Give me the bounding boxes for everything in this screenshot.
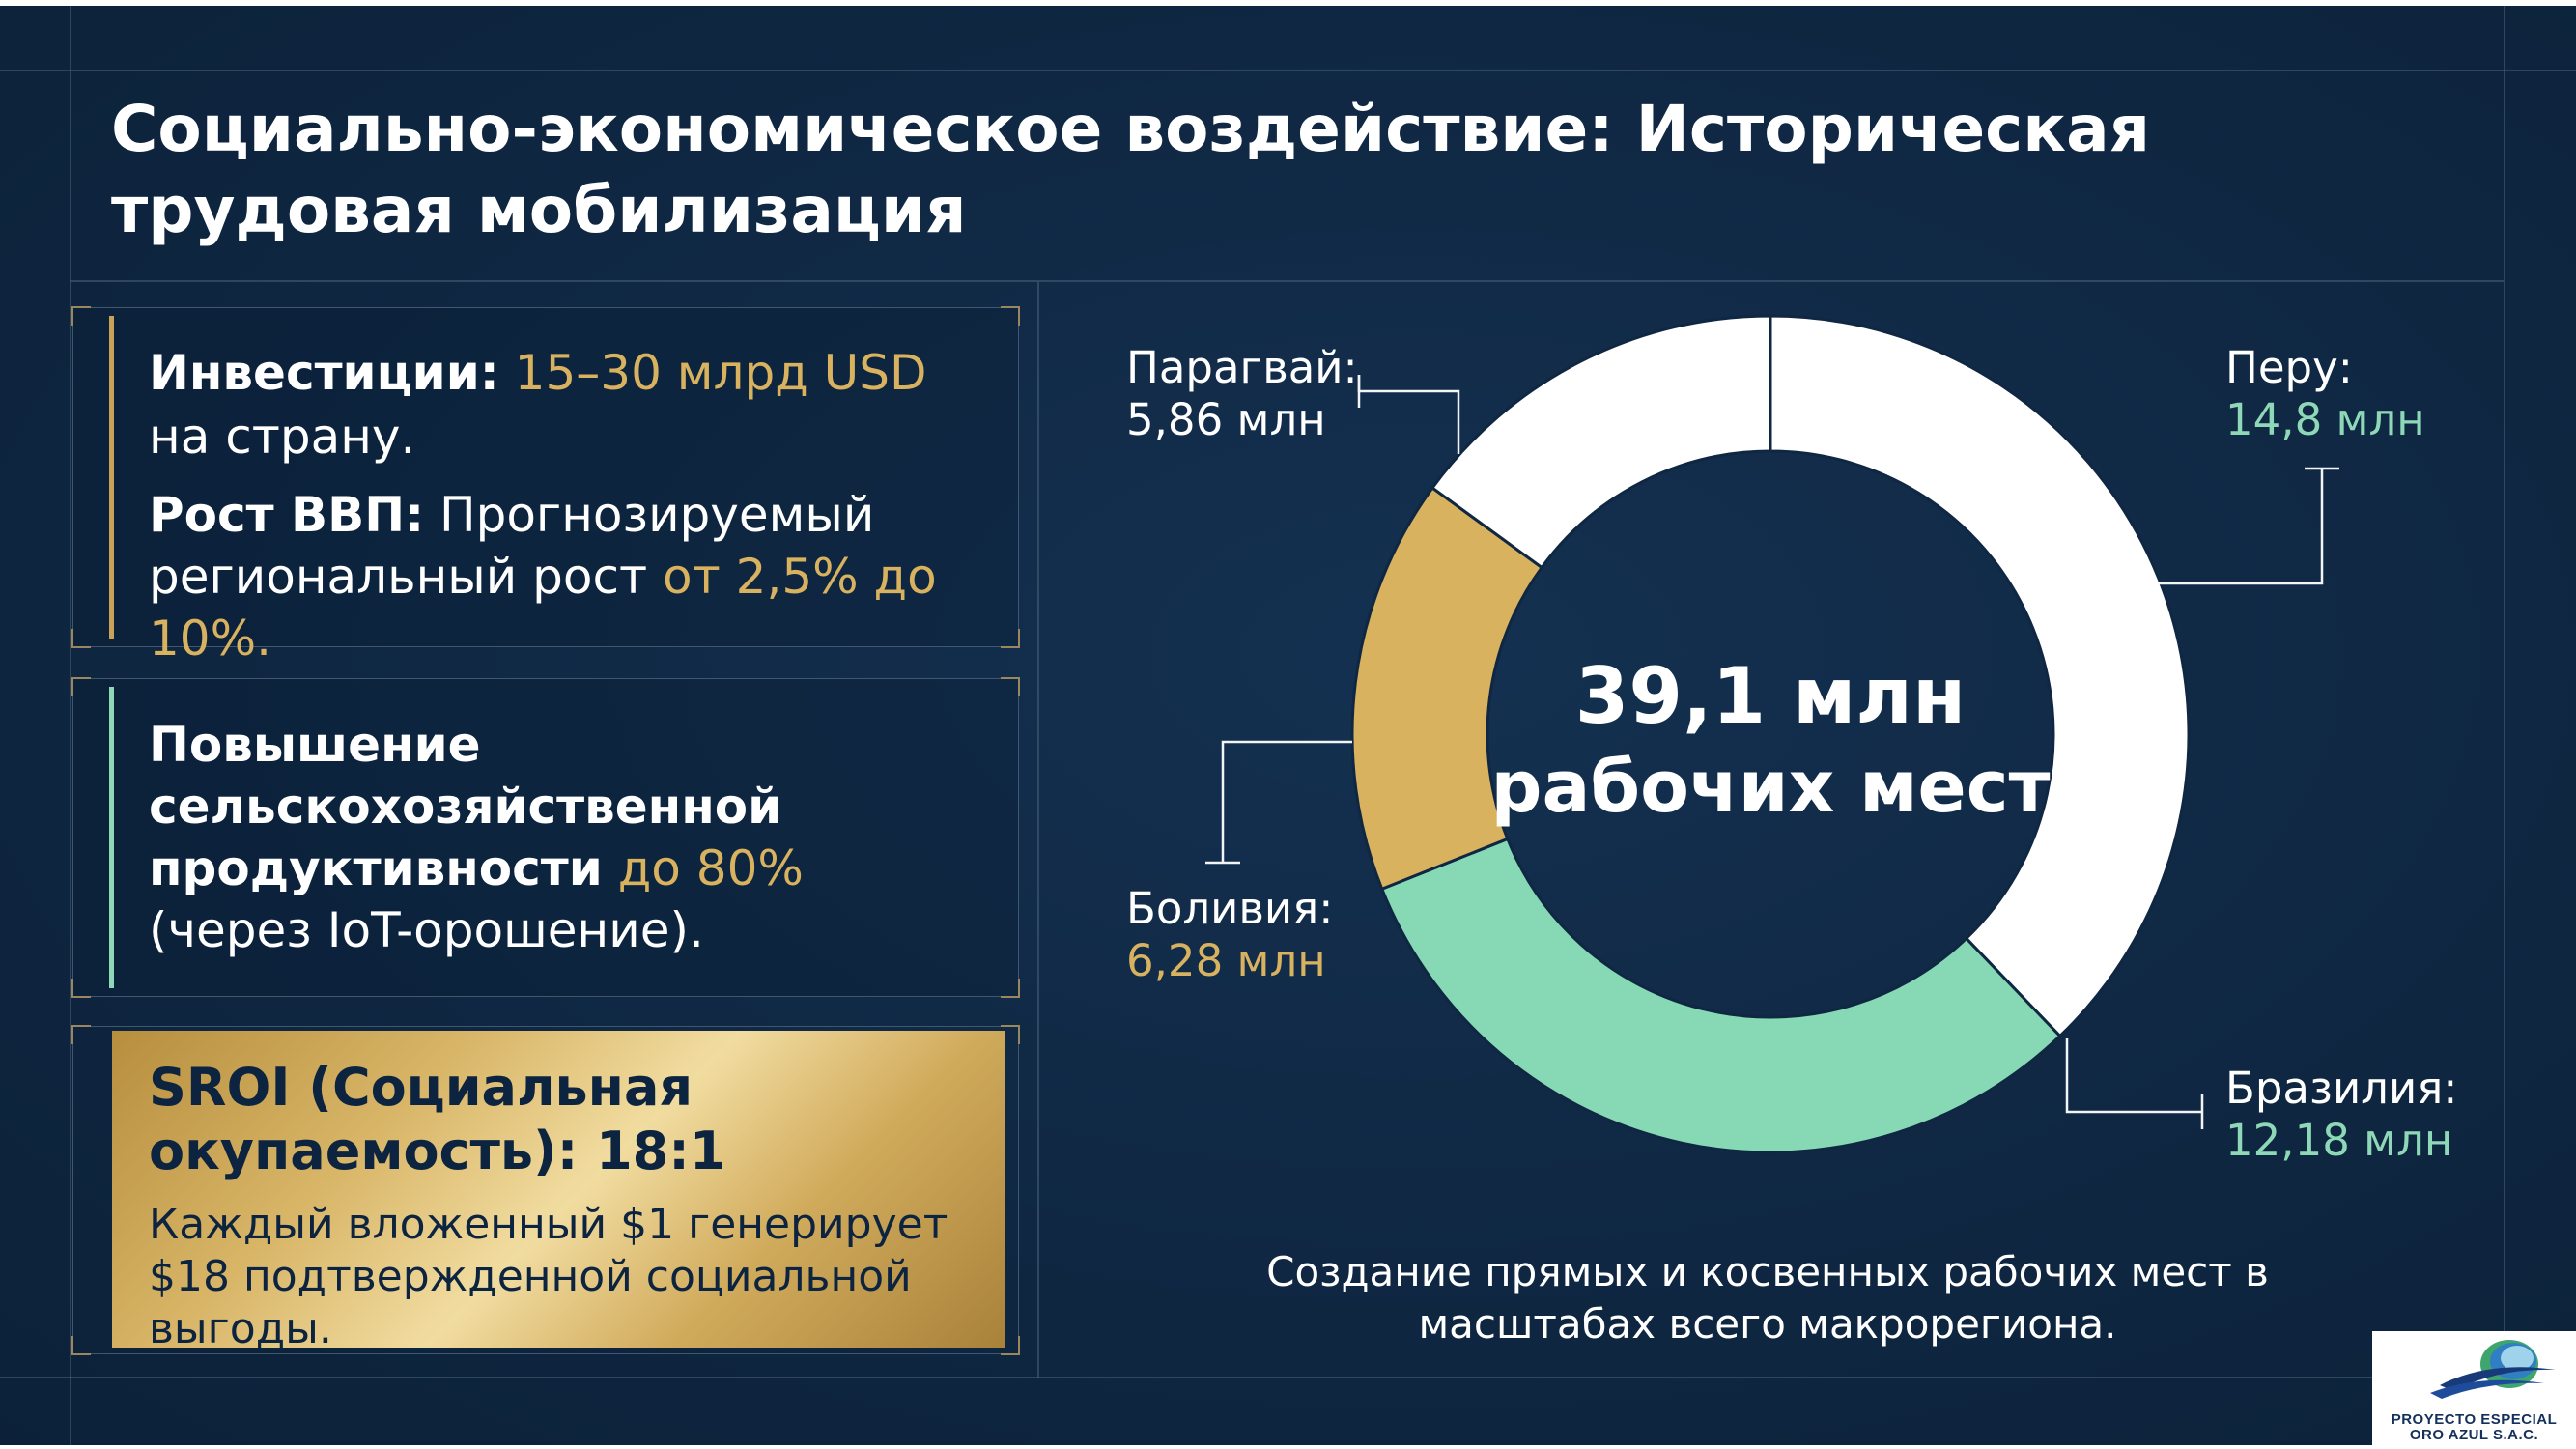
label-paraguay-value: 5,86 млн xyxy=(1126,394,1326,445)
sroi-description: Каждый вложенный $1 генерирует $18 подтв… xyxy=(149,1200,948,1353)
panel-corner xyxy=(1001,1025,1020,1044)
panel-corner xyxy=(71,1336,91,1355)
gdp-label: Рост ВВП: xyxy=(149,487,425,543)
panel-corner xyxy=(71,677,91,696)
panel-accent-bar xyxy=(109,316,114,639)
label-paraguay: Парагвай: 5,86 млн xyxy=(1126,342,1358,446)
label-bolivia: Боливия: 6,28 млн xyxy=(1126,883,1333,987)
label-bolivia-name: Боливия: xyxy=(1126,883,1334,934)
investment-panel: Инвестиции: 15–30 млрд USD на страну. Ро… xyxy=(71,306,1020,667)
panel-corner xyxy=(1001,1336,1020,1355)
sroi-gold-block xyxy=(112,1031,1005,1348)
panel-corner xyxy=(71,979,91,998)
panel-corner xyxy=(1001,979,1020,998)
productivity-text: Повышение сельскохозяйственной продуктив… xyxy=(149,714,960,961)
investment-suffix: на страну. xyxy=(149,409,416,465)
investment-label: Инвестиции: xyxy=(149,345,499,401)
frame-line xyxy=(0,1377,2576,1378)
investment-text: Инвестиции: 15–30 млрд USD на страну. xyxy=(149,341,1008,469)
productivity-label: Повышение сельскохозяйственной продуктив… xyxy=(149,717,782,896)
slide-title: Социально-экономическое воздействие: Ист… xyxy=(111,92,2151,247)
gdp-text: Рост ВВП: Прогнозируемый региональный ро… xyxy=(149,484,1008,669)
label-brazil: Бразилия: 12,18 млн xyxy=(2225,1063,2457,1167)
gdp-description: Прогнозируемый региональный рост xyxy=(149,487,875,605)
panel-accent-bar xyxy=(109,687,114,988)
label-peru-name: Перу: xyxy=(2225,342,2353,393)
frame-line xyxy=(0,70,2576,71)
panel-corner xyxy=(71,306,91,326)
frame-line xyxy=(70,6,71,1445)
label-brazil-name: Бразилия: xyxy=(2225,1063,2458,1114)
productivity-panel: Повышение сельскохозяйственной продуктив… xyxy=(71,677,1020,998)
gdp-range: от 2,5% до 10%. xyxy=(149,549,937,667)
sroi-panel: SROI (Социальная окупаемость): 18:1 Кажд… xyxy=(71,1025,1020,1355)
panel-corner xyxy=(71,629,91,648)
panel-corner xyxy=(1001,677,1020,696)
frame-line xyxy=(2504,6,2505,1445)
sroi-title: SROI (Социальная окупаемость): 18:1 xyxy=(149,1057,726,1181)
logo-text-line2: ORO AZUL S.A.C. xyxy=(2409,1427,2539,1443)
productivity-value: до 80% xyxy=(617,840,804,896)
label-peru: Перу: 14,8 млн xyxy=(2225,342,2425,446)
panel-corner xyxy=(71,1025,91,1044)
label-paraguay-name: Парагвай: xyxy=(1126,342,1358,393)
panel-corner xyxy=(1001,629,1020,648)
investment-value: 15–30 млрд USD xyxy=(514,345,927,401)
panel-corner xyxy=(1001,306,1020,326)
logo-text-line1: PROYECTO ESPECIAL xyxy=(2391,1411,2558,1428)
productivity-suffix: (через IoT-орошение). xyxy=(149,902,704,958)
frame-line xyxy=(1037,282,1039,1378)
frame-line xyxy=(70,280,2504,282)
label-bolivia-value: 6,28 млн xyxy=(1126,935,1326,986)
chart-caption: Создание прямых и косвенных рабочих мест… xyxy=(1266,1248,2269,1348)
label-peru-value: 14,8 млн xyxy=(2225,394,2425,445)
label-brazil-value: 12,18 млн xyxy=(2225,1115,2453,1166)
company-logo: PROYECTO ESPECIAL ORO AZUL S.A.C. xyxy=(2372,1331,2576,1449)
logo-emblem-icon xyxy=(2430,1340,2556,1399)
